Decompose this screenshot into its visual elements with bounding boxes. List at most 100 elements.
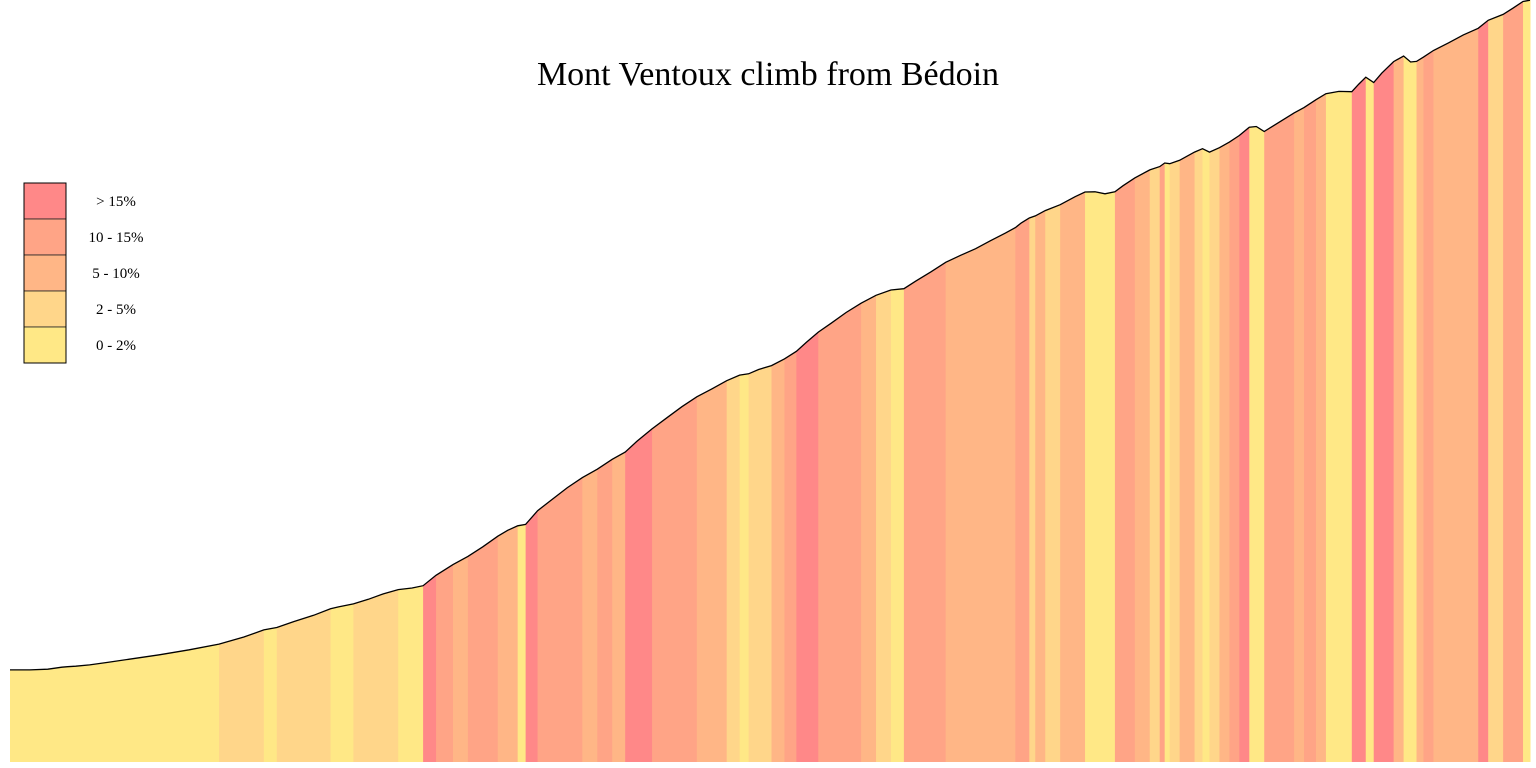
- gradient-band: [903, 281, 917, 762]
- gradient-band: [61, 666, 69, 762]
- gradient-band: [189, 644, 220, 762]
- gradient-band: [1403, 56, 1412, 763]
- gradient-band: [1338, 91, 1353, 762]
- legend-swatch: [23, 218, 67, 256]
- gradient-band: [945, 255, 962, 763]
- gradient-band: [1264, 122, 1280, 762]
- gradient-band: [1075, 192, 1086, 763]
- gradient-band: [353, 599, 369, 762]
- gradient-band: [330, 606, 339, 762]
- gradient-band: [1279, 112, 1295, 762]
- gradient-band: [1393, 56, 1405, 763]
- gradient-band: [1416, 57, 1424, 763]
- gradient-band: [1209, 147, 1220, 763]
- gradient-band: [1463, 28, 1479, 763]
- legend-label: 2 - 5%: [96, 302, 136, 318]
- legend-swatch: [23, 182, 67, 220]
- legend-swatch: [23, 290, 67, 328]
- gradient-band: [467, 546, 484, 762]
- gradient-band: [1122, 177, 1136, 763]
- legend: > 15% 10 - 15% 5 - 10% 2 - 5% 0 - 2%: [23, 182, 144, 364]
- gradient-band: [507, 525, 519, 762]
- gradient-band: [423, 575, 437, 762]
- gradient-band: [263, 627, 278, 762]
- gradient-band: [368, 593, 384, 762]
- gradient-band: [637, 428, 653, 762]
- gradient-band: [771, 358, 785, 762]
- gradient-band: [915, 271, 932, 762]
- gradient-bands: [10, 0, 1531, 763]
- gradient-band: [313, 608, 332, 762]
- gradient-band: [1294, 107, 1305, 762]
- gradient-band: [1045, 204, 1061, 763]
- gradient-band: [1005, 227, 1016, 762]
- gradient-band: [75, 664, 91, 762]
- gradient-band: [726, 375, 741, 762]
- gradient-band: [652, 417, 668, 762]
- gradient-band: [1179, 152, 1196, 763]
- gradient-band: [89, 662, 109, 762]
- gradient-band: [10, 669, 31, 762]
- legend-swatch: [23, 326, 67, 364]
- gradient-band: [1358, 77, 1367, 762]
- legend-label: > 15%: [96, 194, 136, 210]
- gradient-band: [1410, 61, 1418, 762]
- gradient-band: [990, 233, 1006, 763]
- gradient-band: [818, 323, 832, 762]
- gradient-band: [1325, 91, 1340, 762]
- gradient-band: [1134, 169, 1151, 762]
- gradient-band: [1194, 148, 1204, 763]
- legend-frame: [23, 182, 67, 364]
- gradient-band: [625, 441, 638, 762]
- legend-label: 5 - 10%: [92, 266, 140, 282]
- gradient-band: [497, 530, 509, 762]
- chart-title: Mont Ventoux climb from Bédoin: [537, 56, 999, 93]
- gradient-band: [890, 288, 905, 762]
- gradient-band: [1202, 148, 1210, 763]
- gradient-band: [1164, 162, 1171, 762]
- gradient-band: [1239, 127, 1250, 763]
- gradient-band: [806, 332, 819, 762]
- elevation-profile-line: [10, 0, 1531, 671]
- gradient-band: [1114, 185, 1124, 762]
- gradient-band: [748, 369, 760, 762]
- gradient-band: [597, 459, 613, 762]
- gradient-band: [1304, 99, 1317, 762]
- gradient-band: [47, 667, 63, 762]
- gradient-band: [436, 564, 454, 762]
- gradient-band: [293, 615, 315, 762]
- gradient-band: [537, 499, 554, 762]
- gradient-band: [711, 380, 728, 762]
- gradient-band: [831, 312, 847, 762]
- gradient-band: [1351, 84, 1360, 763]
- gradient-band: [666, 406, 683, 762]
- gradient-band: [219, 637, 245, 762]
- gradient-band: [1373, 73, 1383, 762]
- legend-label: 10 - 15%: [89, 230, 144, 246]
- gradient-band: [784, 351, 797, 762]
- gradient-band: [412, 585, 424, 762]
- gradient-band: [1315, 93, 1327, 763]
- gradient-band: [861, 295, 877, 762]
- gradient-band: [338, 603, 354, 762]
- gradient-band: [243, 629, 265, 762]
- gradient-band: [1478, 20, 1489, 762]
- gradient-band: [1021, 217, 1030, 763]
- gradient-band: [1060, 196, 1076, 762]
- gradient-band: [276, 621, 295, 762]
- gradient-band: [1381, 61, 1395, 763]
- gradient-band: [1423, 50, 1434, 762]
- gradient-band: [960, 248, 977, 762]
- gradient-band: [29, 669, 49, 762]
- gradient-band: [1256, 126, 1265, 762]
- gradient-band: [796, 342, 807, 762]
- gradient-band: [1085, 191, 1096, 763]
- gradient-band: [582, 469, 598, 762]
- gradient-band: [482, 536, 499, 762]
- gradient-band: [525, 510, 539, 762]
- gradient-band: [1229, 135, 1240, 762]
- gradient-band: [1513, 1, 1524, 763]
- gradient-band: [1488, 14, 1504, 763]
- gradient-band: [1219, 142, 1230, 762]
- gradient-band: [739, 373, 750, 762]
